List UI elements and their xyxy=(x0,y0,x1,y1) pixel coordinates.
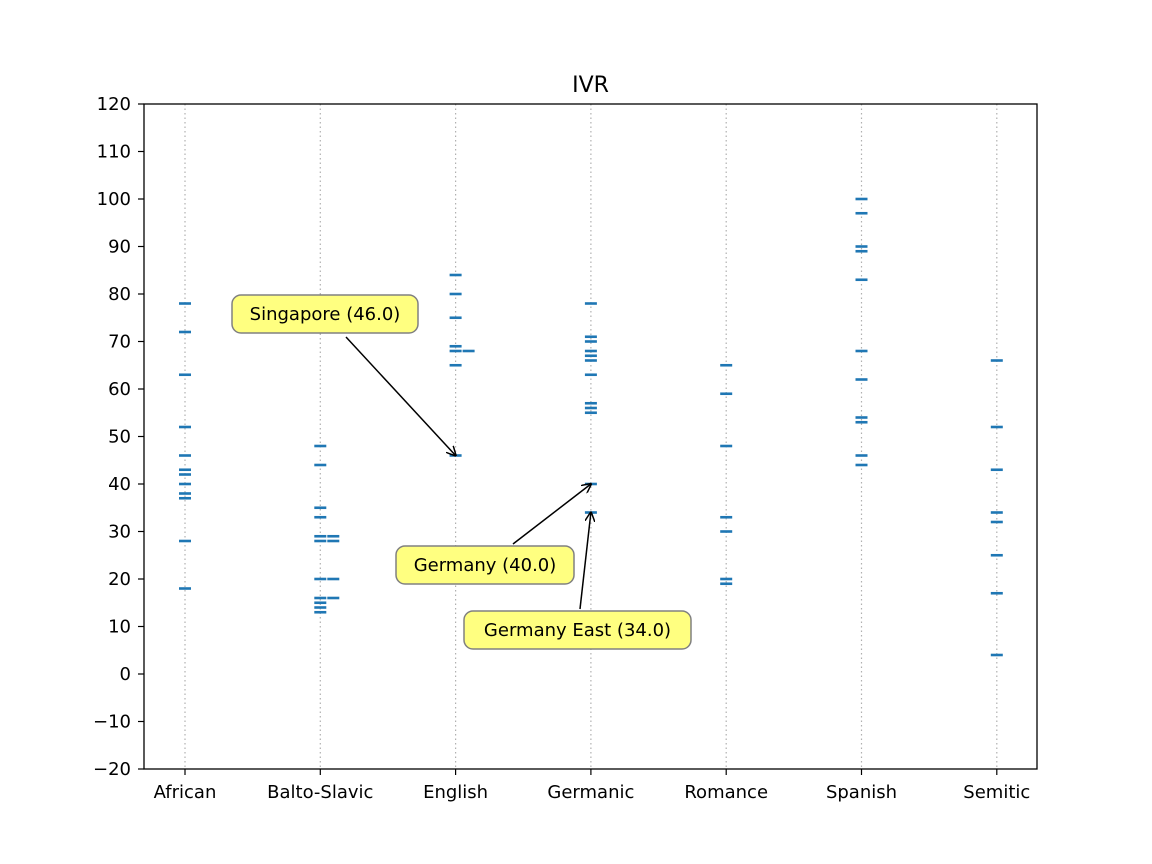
y-tick-label: −10 xyxy=(93,712,131,733)
y-tick-label: 90 xyxy=(108,237,131,258)
y-tick-label: −20 xyxy=(93,759,131,780)
annotation-label: Singapore (46.0) xyxy=(250,304,401,325)
annotation-box xyxy=(463,610,692,650)
annotation-box xyxy=(231,294,419,334)
chart-title: IVR xyxy=(572,73,609,98)
x-tick-label: Balto-Slavic xyxy=(267,782,373,803)
y-tick-label: 50 xyxy=(108,427,131,448)
x-tick-label: Spanish xyxy=(826,782,897,803)
x-tick-label: Romance xyxy=(684,782,768,803)
annotation-label: Germany East (34.0) xyxy=(484,620,671,641)
category-gridlines xyxy=(184,104,998,769)
y-tick-label: 110 xyxy=(97,142,131,163)
x-tick-label: Germanic xyxy=(547,782,634,803)
y-tick-label: 20 xyxy=(108,569,131,590)
y-tick-label: 100 xyxy=(97,189,131,210)
annotation-box xyxy=(395,545,575,585)
x-axis: African Balto-Slavic English Germanic Romanc… xyxy=(154,769,1030,803)
y-tick-label: 120 xyxy=(97,94,131,115)
y-tick-label: 60 xyxy=(108,379,131,400)
annotation-arrow xyxy=(579,513,591,610)
y-tick-label: 30 xyxy=(108,522,131,543)
x-tick-label: Semitic xyxy=(963,782,1030,803)
annotation-arrow xyxy=(345,336,456,456)
x-tick-label: African xyxy=(154,782,217,803)
annotation-arrow xyxy=(512,484,591,545)
y-tick-label: 10 xyxy=(108,617,131,638)
annotation-label: Germany (40.0) xyxy=(414,555,557,576)
y-axis: −20 −10 0 10 20 30 40 50 60 70 80 90 100 110 120 xyxy=(93,94,144,780)
y-tick-label: 40 xyxy=(108,474,131,495)
annotations: Singapore (46.0) Germany (40.0) Germany Ea… xyxy=(231,294,692,650)
x-tick-label: English xyxy=(423,782,488,803)
y-tick-label: 70 xyxy=(108,332,131,353)
data-marks xyxy=(179,197,1003,657)
y-tick-label: 80 xyxy=(108,284,131,305)
y-tick-label: 0 xyxy=(120,664,131,685)
